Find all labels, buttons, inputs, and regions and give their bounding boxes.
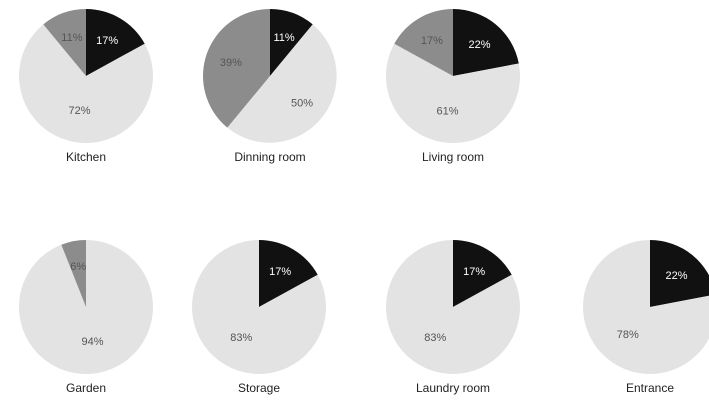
pie-slice-living-room-2 [394,9,453,76]
pie-title-storage: Storage [238,381,280,395]
pie-label-kitchen-0: 17% [96,35,118,47]
pie-slice-garden-1 [61,240,86,307]
pie-title-kitchen: Kitchen [66,150,106,164]
pie-entrance: 22% 78% Entrance [583,240,709,395]
pie-title-garden: Garden [66,381,106,395]
pie-label-living-room-1: 61% [436,105,458,117]
pie-slice-storage-0 [259,240,318,307]
pie-label-entrance-0: 22% [665,270,687,282]
pie-slice-laundry-room-1 [385,240,520,374]
pie-slice-laundry-room-0 [453,240,512,307]
pie-label-entrance-1: 78% [617,329,639,341]
pie-slice-living-room-0 [453,9,519,76]
pie-slice-kitchen-0 [86,9,145,76]
pie-label-laundry-room-1: 83% [424,332,446,344]
pie-title-dinning-room: Dinning room [234,150,305,164]
pie-label-dinning-room-2: 39% [220,57,242,69]
pie-label-dinning-room-0: 11% [273,32,294,44]
pie-slice-dinning-room-2 [203,9,270,128]
pie-garden: 94% 6% Garden [18,240,153,395]
pie-slice-living-room-1 [385,43,520,144]
pie-slice-kitchen-1 [19,24,154,144]
pie-label-storage-1: 83% [230,332,252,344]
pie-label-living-room-2: 17% [421,35,443,47]
pie-living-room: 22% 61% 17% Living room [385,9,520,164]
pie-label-laundry-room-0: 17% [463,266,485,278]
pie-slice-garden-0 [18,240,153,374]
pie-label-kitchen-2: 11% [61,32,82,44]
pie-storage: 17% 83% Storage [191,240,326,395]
pie-laundry-room: 17% 83% Laundry room [385,240,520,395]
pie-slice-dinning-room-0 [270,9,313,76]
pie-title-entrance: Entrance [626,381,674,395]
pie-slice-entrance-1 [583,240,709,374]
pie-slice-entrance-0 [650,240,709,307]
pie-label-garden-0: 94% [81,336,103,348]
pie-label-storage-0: 17% [269,266,291,278]
pie-title-living-room: Living room [422,150,484,164]
pie-label-living-room-0: 22% [468,39,490,51]
pie-slice-dinning-room-1 [227,24,337,143]
pie-kitchen: 17% 72% 11% Kitchen [19,9,154,164]
pie-title-laundry-room: Laundry room [416,381,490,395]
pie-slice-storage-1 [191,240,326,374]
pie-dinning-room: 11% 50% 39% Dinning room [203,9,337,164]
pie-label-dinning-room-1: 50% [291,98,313,110]
pie-label-garden-1: 6% [70,261,86,273]
pie-label-kitchen-1: 72% [68,105,90,117]
pie-slice-kitchen-2 [43,9,86,76]
